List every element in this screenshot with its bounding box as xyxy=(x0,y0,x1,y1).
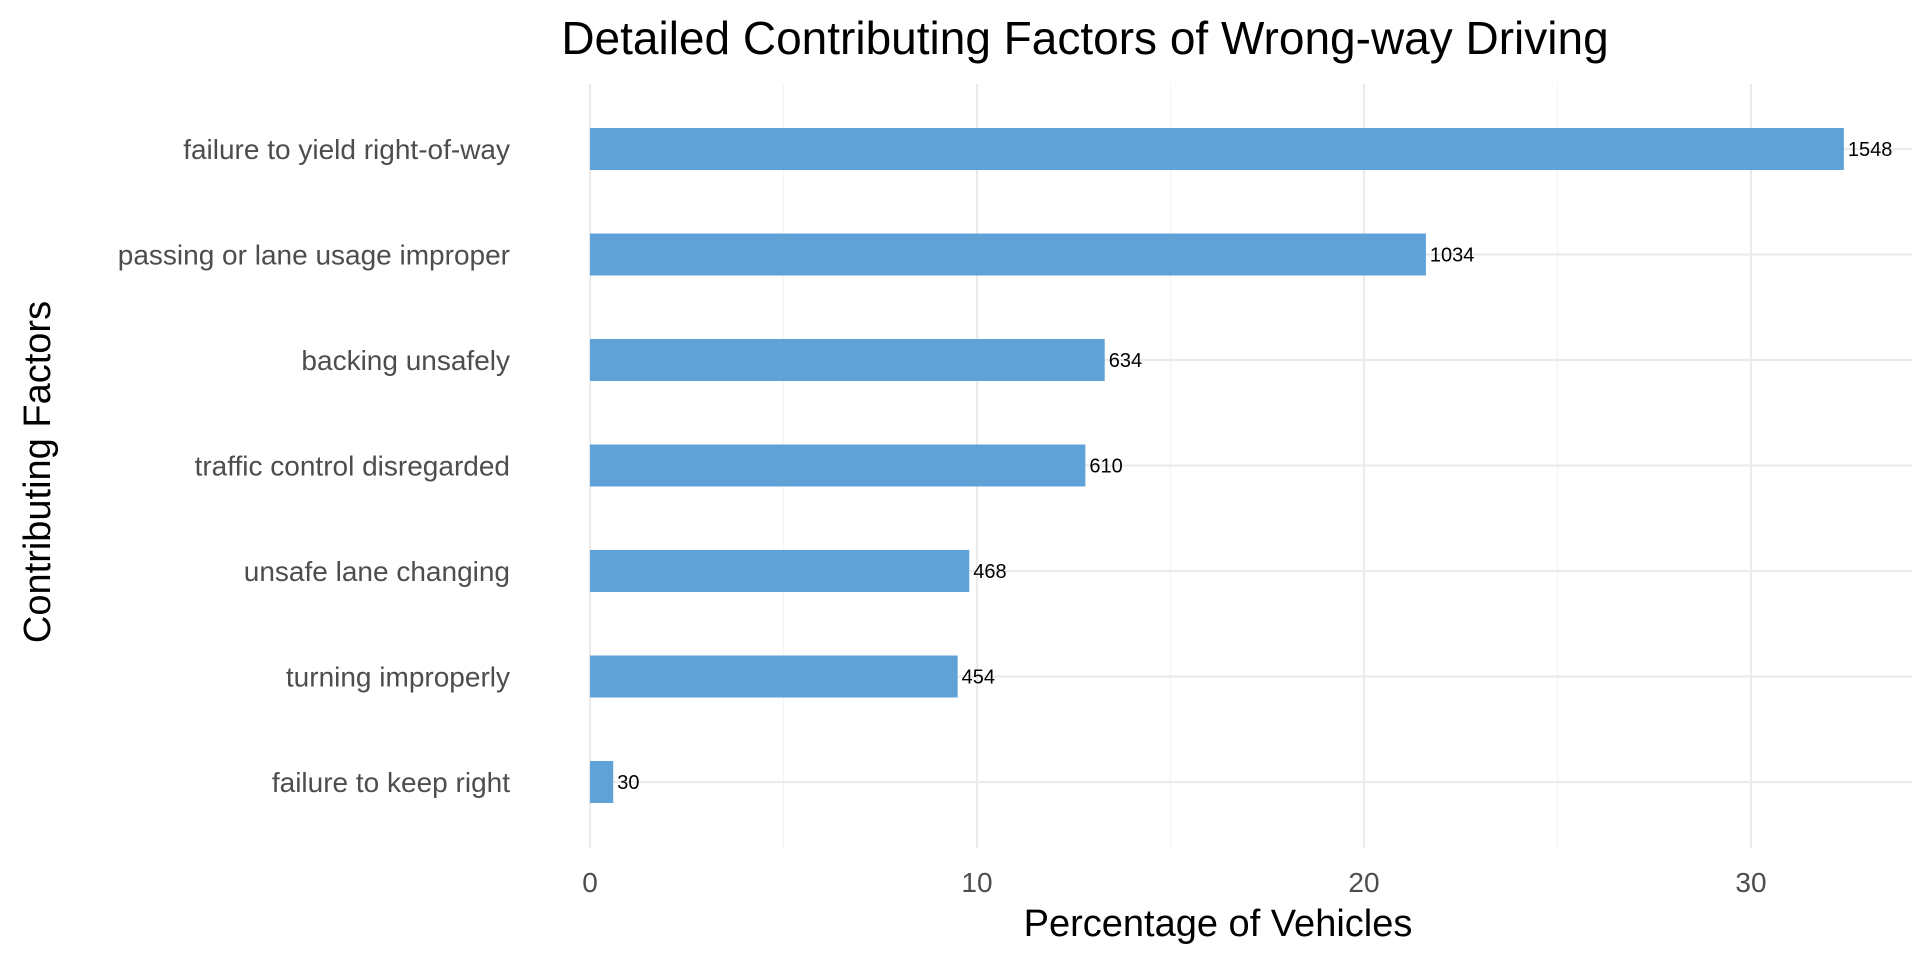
category-label: backing unsafely xyxy=(301,345,510,376)
x-tick-label: 0 xyxy=(582,867,598,898)
category-label: traffic control disregarded xyxy=(195,451,510,482)
data-label: 30 xyxy=(617,772,639,794)
category-label: failure to keep right xyxy=(272,767,510,798)
chart-title: Detailed Contributing Factors of Wrong-w… xyxy=(561,12,1608,64)
data-label: 634 xyxy=(1109,350,1142,372)
y-axis-title: Contributing Factors xyxy=(17,301,59,643)
x-tick-label: 20 xyxy=(1348,867,1379,898)
category-label: failure to yield right-of-way xyxy=(183,134,510,165)
x-axis-title: Percentage of Vehicles xyxy=(1024,903,1413,945)
bars xyxy=(590,128,1844,803)
category-label: unsafe lane changing xyxy=(244,556,510,587)
labels: 0 10 20 30 failure to yield right-of-way 1548… xyxy=(118,134,1893,898)
bar xyxy=(590,444,1086,487)
data-label: 610 xyxy=(1089,456,1122,478)
bar xyxy=(590,339,1105,381)
data-label: 1548 xyxy=(1848,139,1893,161)
category-label: passing or lane usage improper xyxy=(118,240,510,271)
x-tick-label: 30 xyxy=(1735,867,1766,898)
x-tick-label: 10 xyxy=(961,867,992,898)
data-label: 468 xyxy=(973,561,1006,583)
bar xyxy=(590,233,1426,276)
data-label: 454 xyxy=(962,667,995,689)
bar xyxy=(590,761,614,803)
data-label: 1034 xyxy=(1430,245,1475,267)
bar xyxy=(590,128,1844,170)
bar xyxy=(590,550,970,592)
bar xyxy=(590,655,958,698)
category-label: turning improperly xyxy=(286,662,510,693)
